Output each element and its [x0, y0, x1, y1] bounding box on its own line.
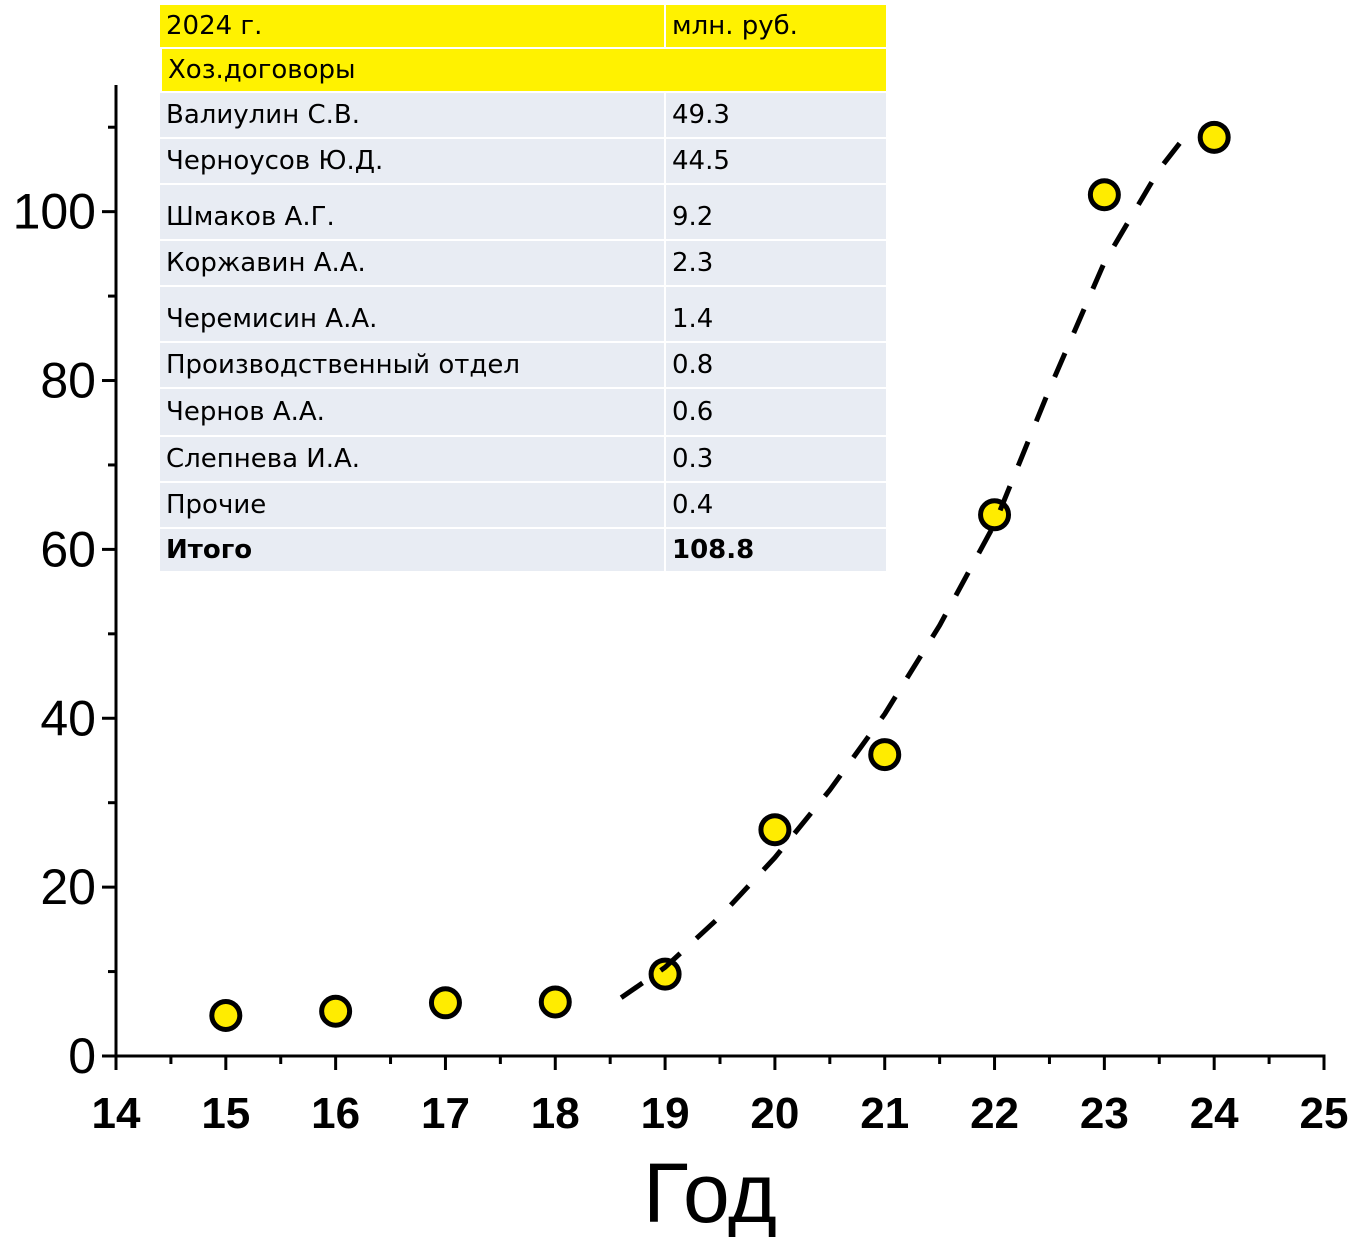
table: 2024 г. млн. руб. Хоз.договоры Валиулин С…: [160, 5, 886, 573]
cell: Чернов А.А.: [166, 397, 325, 427]
cell: Шмаков А.Г.: [166, 202, 335, 232]
cell: 44.5: [664, 139, 886, 183]
x-tick-label: 24: [1190, 1089, 1239, 1138]
table-row: Черноусов Ю.Д. 44.5: [160, 139, 886, 185]
x-tick-label: 23: [1080, 1089, 1129, 1138]
y-tick-label: 20: [40, 859, 96, 915]
cell: 0.6: [664, 389, 886, 435]
cell: 2.3: [664, 241, 886, 285]
point: [1197, 120, 1231, 154]
cell: Черемисин А.А.: [166, 304, 378, 334]
x-tick-label: 17: [421, 1089, 470, 1138]
table-header: 2024 г. млн. руб.: [160, 5, 886, 49]
table-row: Шмаков А.Г. 9.2: [160, 185, 886, 241]
cell: Хоз.договоры: [160, 49, 886, 91]
point: [428, 986, 462, 1020]
table-row: Черемисин А.А. 1.4: [160, 287, 886, 343]
table-section: Хоз.договоры: [160, 49, 886, 93]
point: [1087, 178, 1121, 212]
cell: Черноусов Ю.Д.: [166, 146, 384, 176]
cell: 9.2: [664, 185, 886, 239]
cell: Производственный отдел: [166, 350, 520, 380]
cell: Слепнева И.А.: [166, 444, 361, 474]
y-tick-label: 0: [68, 1028, 96, 1084]
x-tick-label: 20: [750, 1089, 799, 1138]
table-row: Чернов А.А. 0.6: [160, 389, 886, 437]
point: [758, 813, 792, 847]
y-tick-label: 40: [40, 690, 96, 746]
table-row: Прочие 0.4: [160, 483, 886, 529]
cell: 108.8: [664, 529, 886, 571]
point: [868, 738, 902, 772]
cell: 0.8: [664, 343, 886, 387]
cell: млн. руб.: [664, 5, 886, 47]
table-total: Итого 108.8: [160, 529, 886, 573]
point: [648, 957, 682, 991]
y-tick-label: 60: [40, 521, 96, 577]
x-tick-label: 14: [92, 1089, 141, 1138]
cell: Итого: [166, 535, 253, 565]
x-tick-label: 22: [970, 1089, 1019, 1138]
x-tick-label: 18: [531, 1089, 580, 1138]
x-tick-label: 21: [860, 1089, 909, 1138]
cell: Валиулин С.В.: [166, 100, 360, 130]
x-tick-label: 15: [201, 1089, 250, 1138]
cell: 2024 г.: [166, 11, 263, 41]
table-row: Слепнева И.А. 0.3: [160, 437, 886, 483]
y-tick-label: 100: [13, 184, 96, 240]
table-row: Производственный отдел 0.8: [160, 343, 886, 389]
cell: Коржавин А.А.: [166, 248, 366, 278]
table-row: Валиулин С.В. 49.3: [160, 93, 886, 139]
point: [319, 994, 353, 1028]
x-tick-label: 19: [641, 1089, 690, 1138]
cell: 1.4: [664, 287, 886, 341]
cell: 49.3: [664, 93, 886, 137]
x-tick-label: 25: [1300, 1089, 1349, 1138]
trend-line: [619, 125, 1195, 1000]
cell: 0.4: [664, 483, 886, 527]
cell: 0.3: [664, 437, 886, 481]
x-axis-label: Год: [643, 1146, 777, 1237]
point: [209, 998, 243, 1032]
table-row: Коржавин А.А. 2.3: [160, 241, 886, 287]
cell: Прочие: [166, 490, 267, 520]
point: [538, 985, 572, 1019]
x-tick-label: 16: [311, 1089, 360, 1138]
table-body: Валиулин С.В. 49.3 Черноусов Ю.Д. 44.5 Шмако…: [160, 93, 886, 529]
y-tick-label: 80: [40, 353, 96, 409]
